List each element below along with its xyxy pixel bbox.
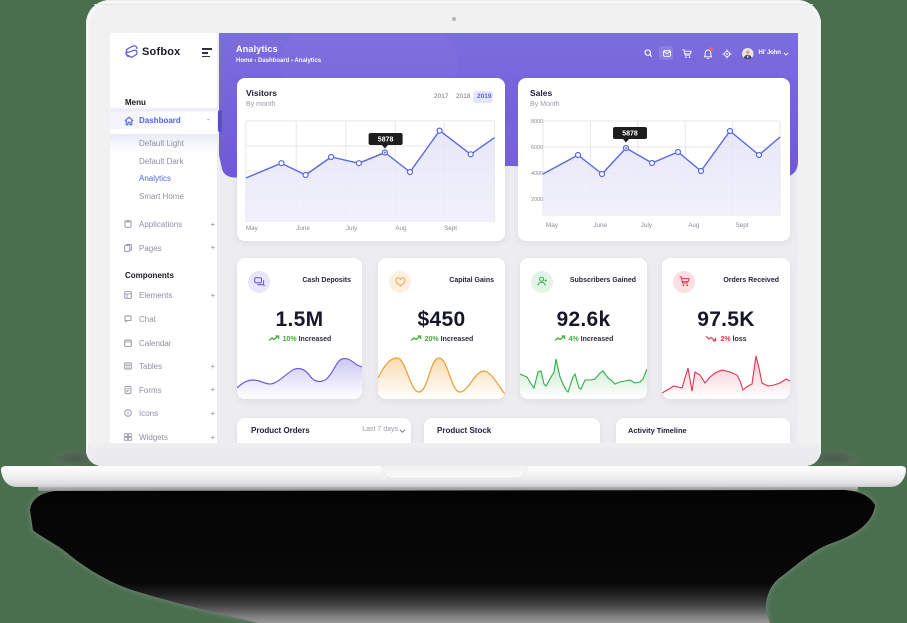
svg-text:6000: 6000 [531,145,543,151]
svg-text:8000: 8000 [531,119,543,125]
svg-text:4000: 4000 [531,171,543,177]
svg-text:Aug: Aug [395,225,407,232]
svg-text:5878: 5878 [378,137,394,144]
svg-text:Aug: Aug [688,222,700,229]
svg-text:May: May [546,222,559,229]
svg-text:2000: 2000 [531,197,543,203]
svg-text:July: July [641,222,653,229]
svg-text:Sept: Sept [444,225,457,232]
svg-text:May: May [246,225,259,232]
svg-text:Sept: Sept [736,222,749,229]
svg-text:June: June [296,225,310,232]
svg-text:5878: 5878 [622,131,638,138]
svg-text:July: July [346,225,358,232]
svg-text:June: June [593,222,607,229]
